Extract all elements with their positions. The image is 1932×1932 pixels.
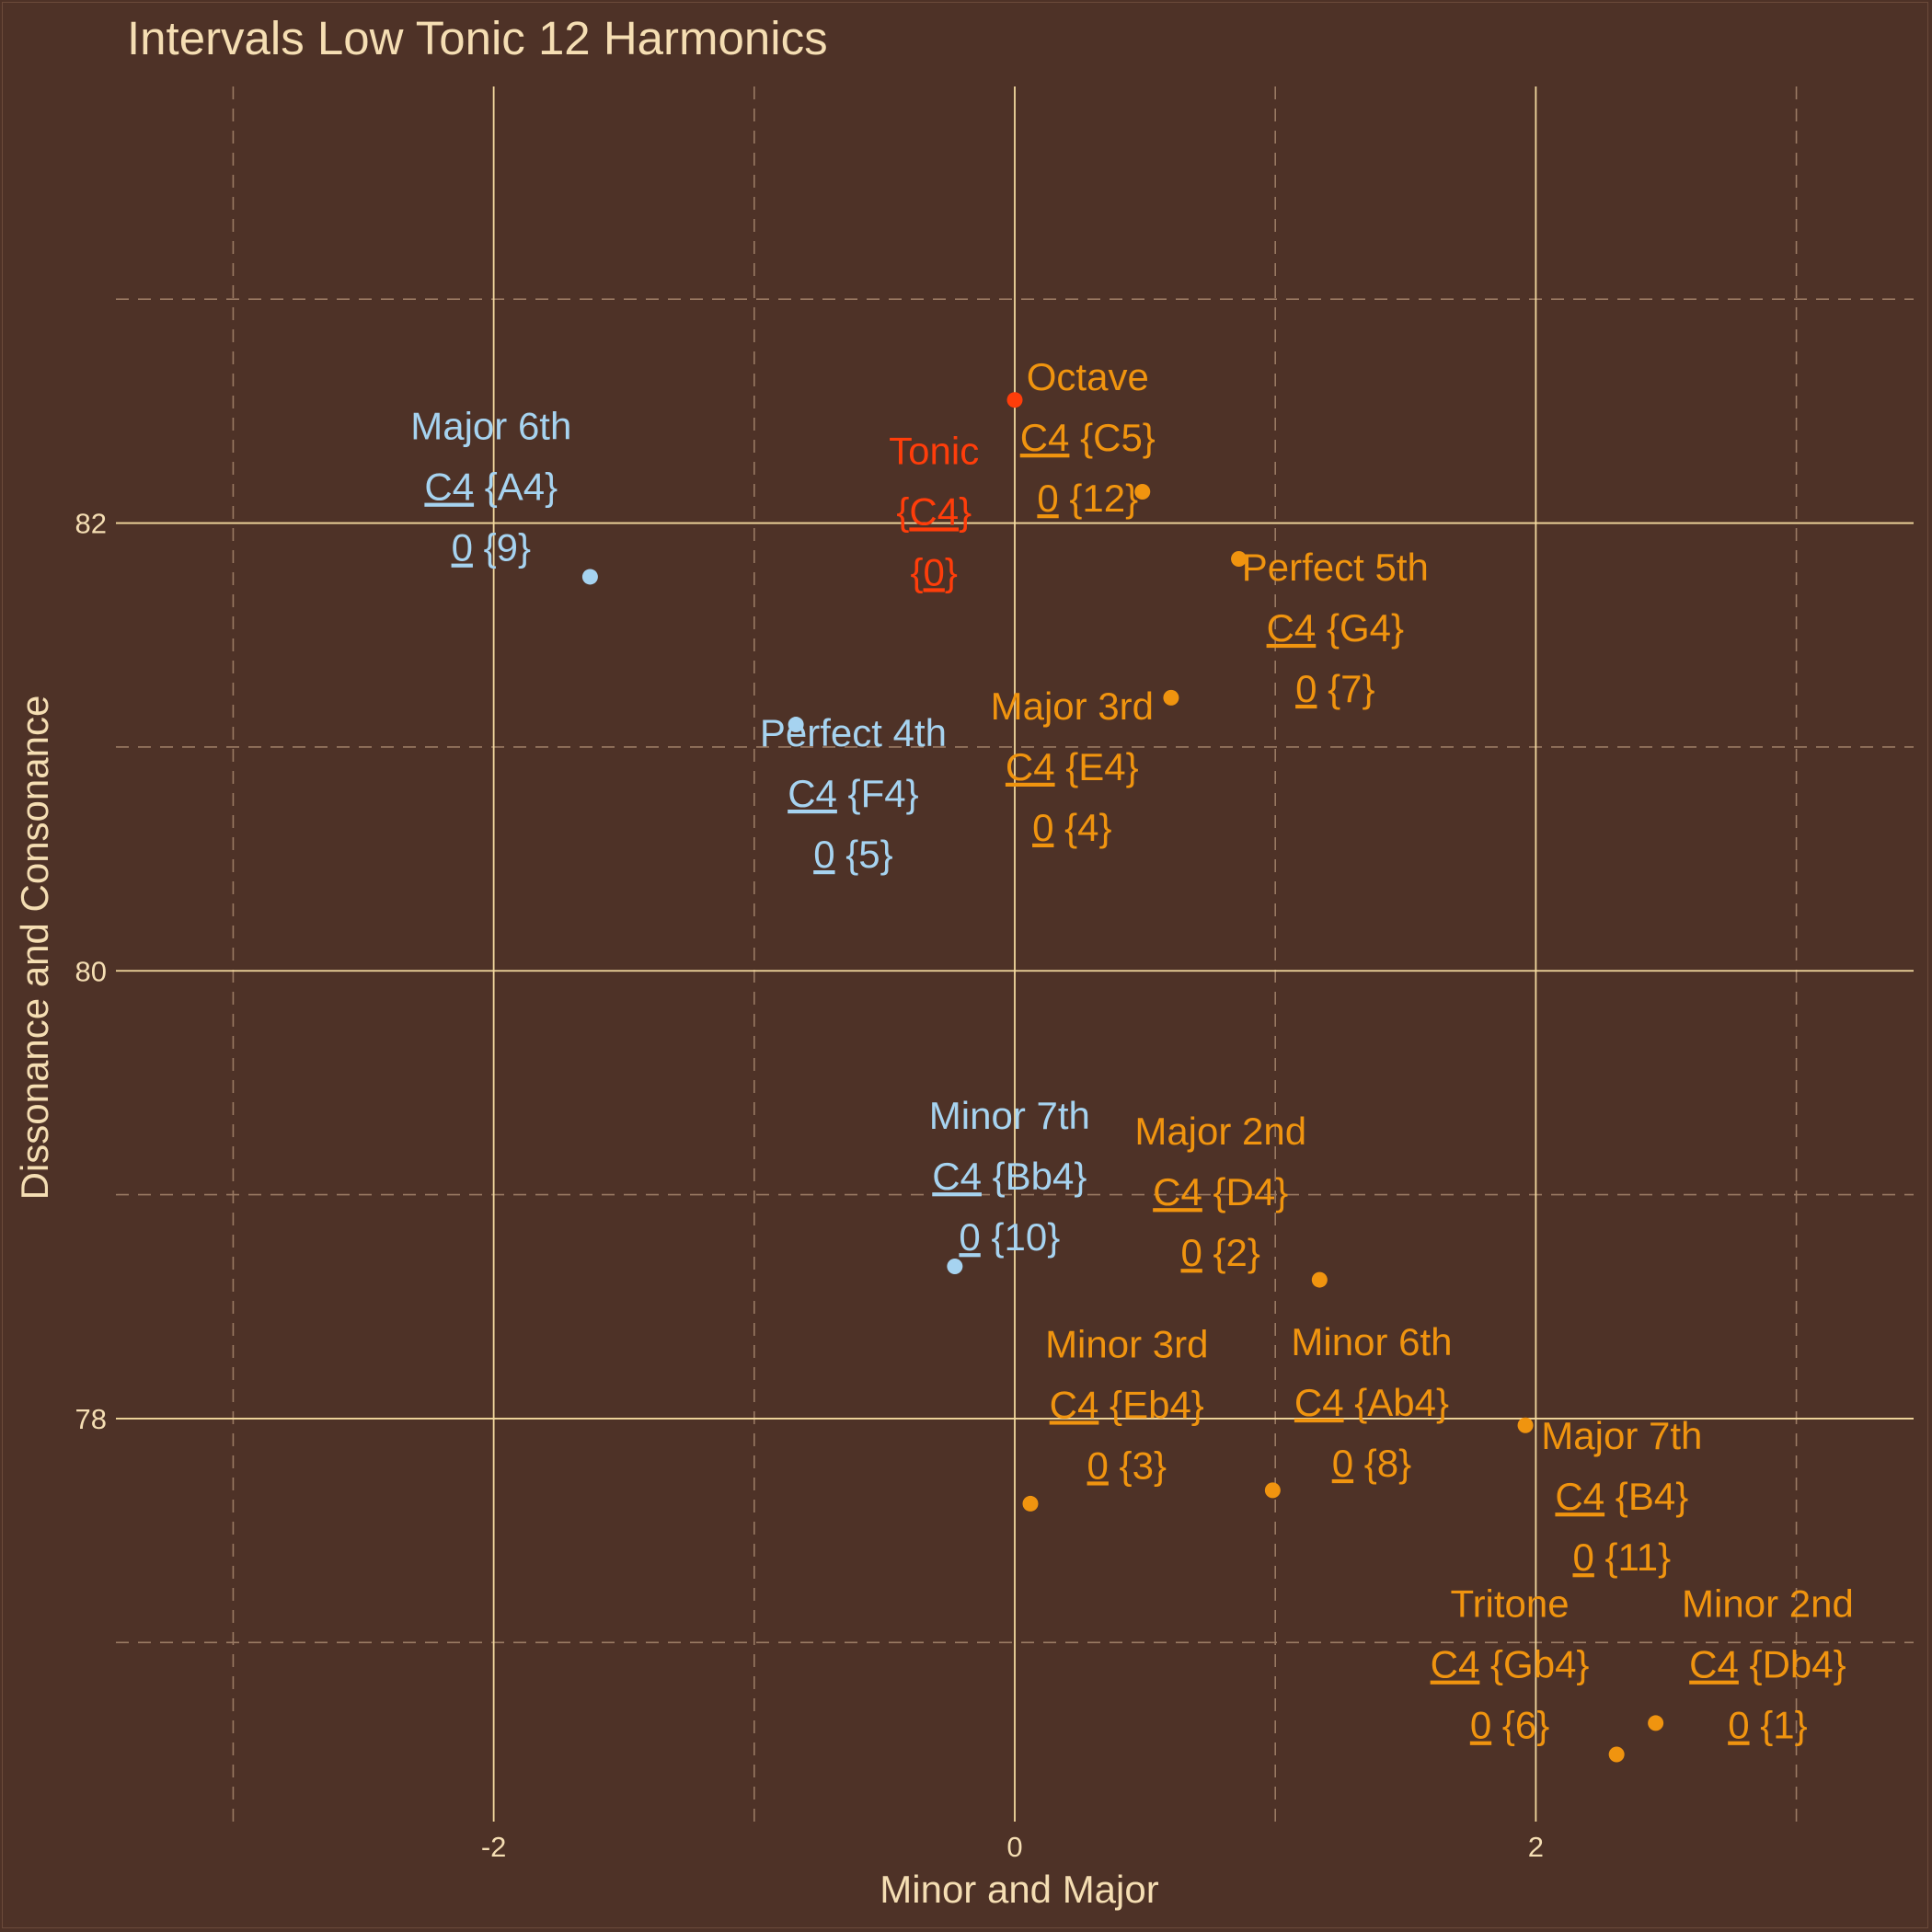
point-label: Minor 6th C4 {Ab4} 0 {8} [1291, 1320, 1452, 1485]
interval-numbers: 0 {5} [813, 833, 892, 876]
interval-notes: C4 {Gb4} [1431, 1643, 1590, 1686]
interval-numbers: 0 {7} [1295, 667, 1374, 710]
interval-notes: C4 {Eb4} [1050, 1383, 1204, 1426]
point-label: Major 2nd C4 {D4} 0 {2} [1134, 1110, 1306, 1274]
y-tick-label: 78 [75, 1403, 107, 1435]
data-points [581, 392, 1664, 1763]
x-tick-label: 0 [1006, 1831, 1022, 1863]
x-tick-label: -2 [481, 1831, 507, 1863]
data-point [1608, 1746, 1625, 1763]
data-point [788, 717, 804, 733]
data-point [1648, 1715, 1664, 1731]
data-point [1311, 1271, 1328, 1288]
interval-numbers: 0 {10} [959, 1215, 1060, 1259]
interval-numbers: 0 {1} [1728, 1704, 1807, 1747]
data-point [1022, 1495, 1039, 1512]
interval-numbers: 0 {3} [1087, 1443, 1167, 1487]
interval-name: Major 6th [410, 405, 571, 448]
interval-notes: C4 {F4} [788, 772, 918, 815]
interval-numbers: 0 {12} [1037, 477, 1138, 520]
interval-name: Minor 7th [929, 1094, 1090, 1137]
point-labels: Tonic {C4} {0} Octave C4 {C5} 0 {12} Major 6th… [410, 355, 1854, 1747]
data-point [947, 1258, 963, 1274]
interval-notes: C4 {Db4} [1689, 1643, 1846, 1686]
data-point [1006, 392, 1023, 408]
point-label: Octave C4 {C5} 0 {12} [1020, 355, 1156, 520]
point-label: Minor 7th C4 {Bb4} 0 {10} [929, 1094, 1090, 1259]
interval-notes: C4 {E4} [1006, 745, 1139, 788]
interval-notes: C4 {Ab4} [1294, 1381, 1449, 1424]
interval-name: Major 2nd [1134, 1110, 1306, 1153]
interval-name: Perfect 4th [760, 711, 947, 754]
interval-notes: C4 {G4} [1267, 606, 1404, 650]
point-label: Major 6th C4 {A4} 0 {9} [410, 405, 571, 569]
interval-notes: C4 {A4} [424, 466, 558, 509]
interval-name: Octave [1027, 355, 1149, 398]
interval-numbers: 0 {11} [1572, 1535, 1671, 1579]
interval-name: Minor 6th [1291, 1320, 1452, 1363]
point-label: Major 3rd C4 {E4} 0 {4} [991, 684, 1154, 849]
data-point [1134, 483, 1151, 500]
point-label: Minor 3rd C4 {Eb4} 0 {3} [1045, 1322, 1208, 1487]
y-tick-label: 80 [75, 955, 107, 987]
chart-title: Intervals Low Tonic 12 Harmonics [127, 12, 828, 64]
point-label: Tonic {C4} {0} [889, 429, 979, 593]
data-point [1264, 1482, 1281, 1499]
point-label: Perfect 5th C4 {G4} 0 {7} [1242, 546, 1429, 710]
interval-notes: C4 {C5} [1020, 416, 1156, 459]
point-label: Perfect 4th C4 {F4} 0 {5} [760, 711, 947, 876]
interval-name: Tonic [889, 429, 979, 472]
interval-numbers: {0} [911, 550, 958, 593]
interval-numbers: 0 {4} [1032, 806, 1111, 849]
interval-name: Minor 3rd [1045, 1322, 1208, 1365]
y-axis-label: Dissonance and Consonance [13, 696, 56, 1201]
interval-name: Major 3rd [991, 684, 1154, 728]
x-axis-ticks: -2 0 2 [481, 1831, 1544, 1863]
data-point [581, 569, 598, 585]
y-axis-ticks: 78 80 82 [75, 508, 107, 1435]
data-point [1517, 1417, 1534, 1433]
x-axis-label: Minor and Major [880, 1868, 1159, 1911]
interval-notes: C4 {D4} [1153, 1170, 1288, 1213]
interval-notes: C4 {Bb4} [932, 1155, 1087, 1198]
x-tick-label: 2 [1528, 1831, 1544, 1863]
data-point [1163, 689, 1179, 706]
interval-numbers: 0 {8} [1332, 1442, 1411, 1485]
interval-numbers: 0 {2} [1180, 1231, 1259, 1274]
interval-name: Perfect 5th [1242, 546, 1429, 589]
major-gridlines [116, 86, 1914, 1822]
data-point [1231, 550, 1248, 567]
interval-notes: {C4} [896, 489, 972, 533]
interval-numbers: 0 {6} [1470, 1704, 1549, 1747]
interval-name: Minor 2nd [1682, 1582, 1854, 1626]
interval-name: Tritone [1450, 1582, 1569, 1626]
point-label: Tritone C4 {Gb4} 0 {6} [1431, 1582, 1590, 1747]
y-tick-label: 82 [75, 508, 107, 540]
minor-gridlines [116, 86, 1914, 1822]
point-label: Major 7th C4 {B4} 0 {11} [1541, 1414, 1702, 1579]
interval-notes: C4 {B4} [1555, 1475, 1688, 1518]
point-label: Minor 2nd C4 {Db4} 0 {1} [1682, 1582, 1854, 1747]
interval-name: Major 7th [1541, 1414, 1702, 1457]
interval-numbers: 0 {9} [452, 526, 531, 569]
